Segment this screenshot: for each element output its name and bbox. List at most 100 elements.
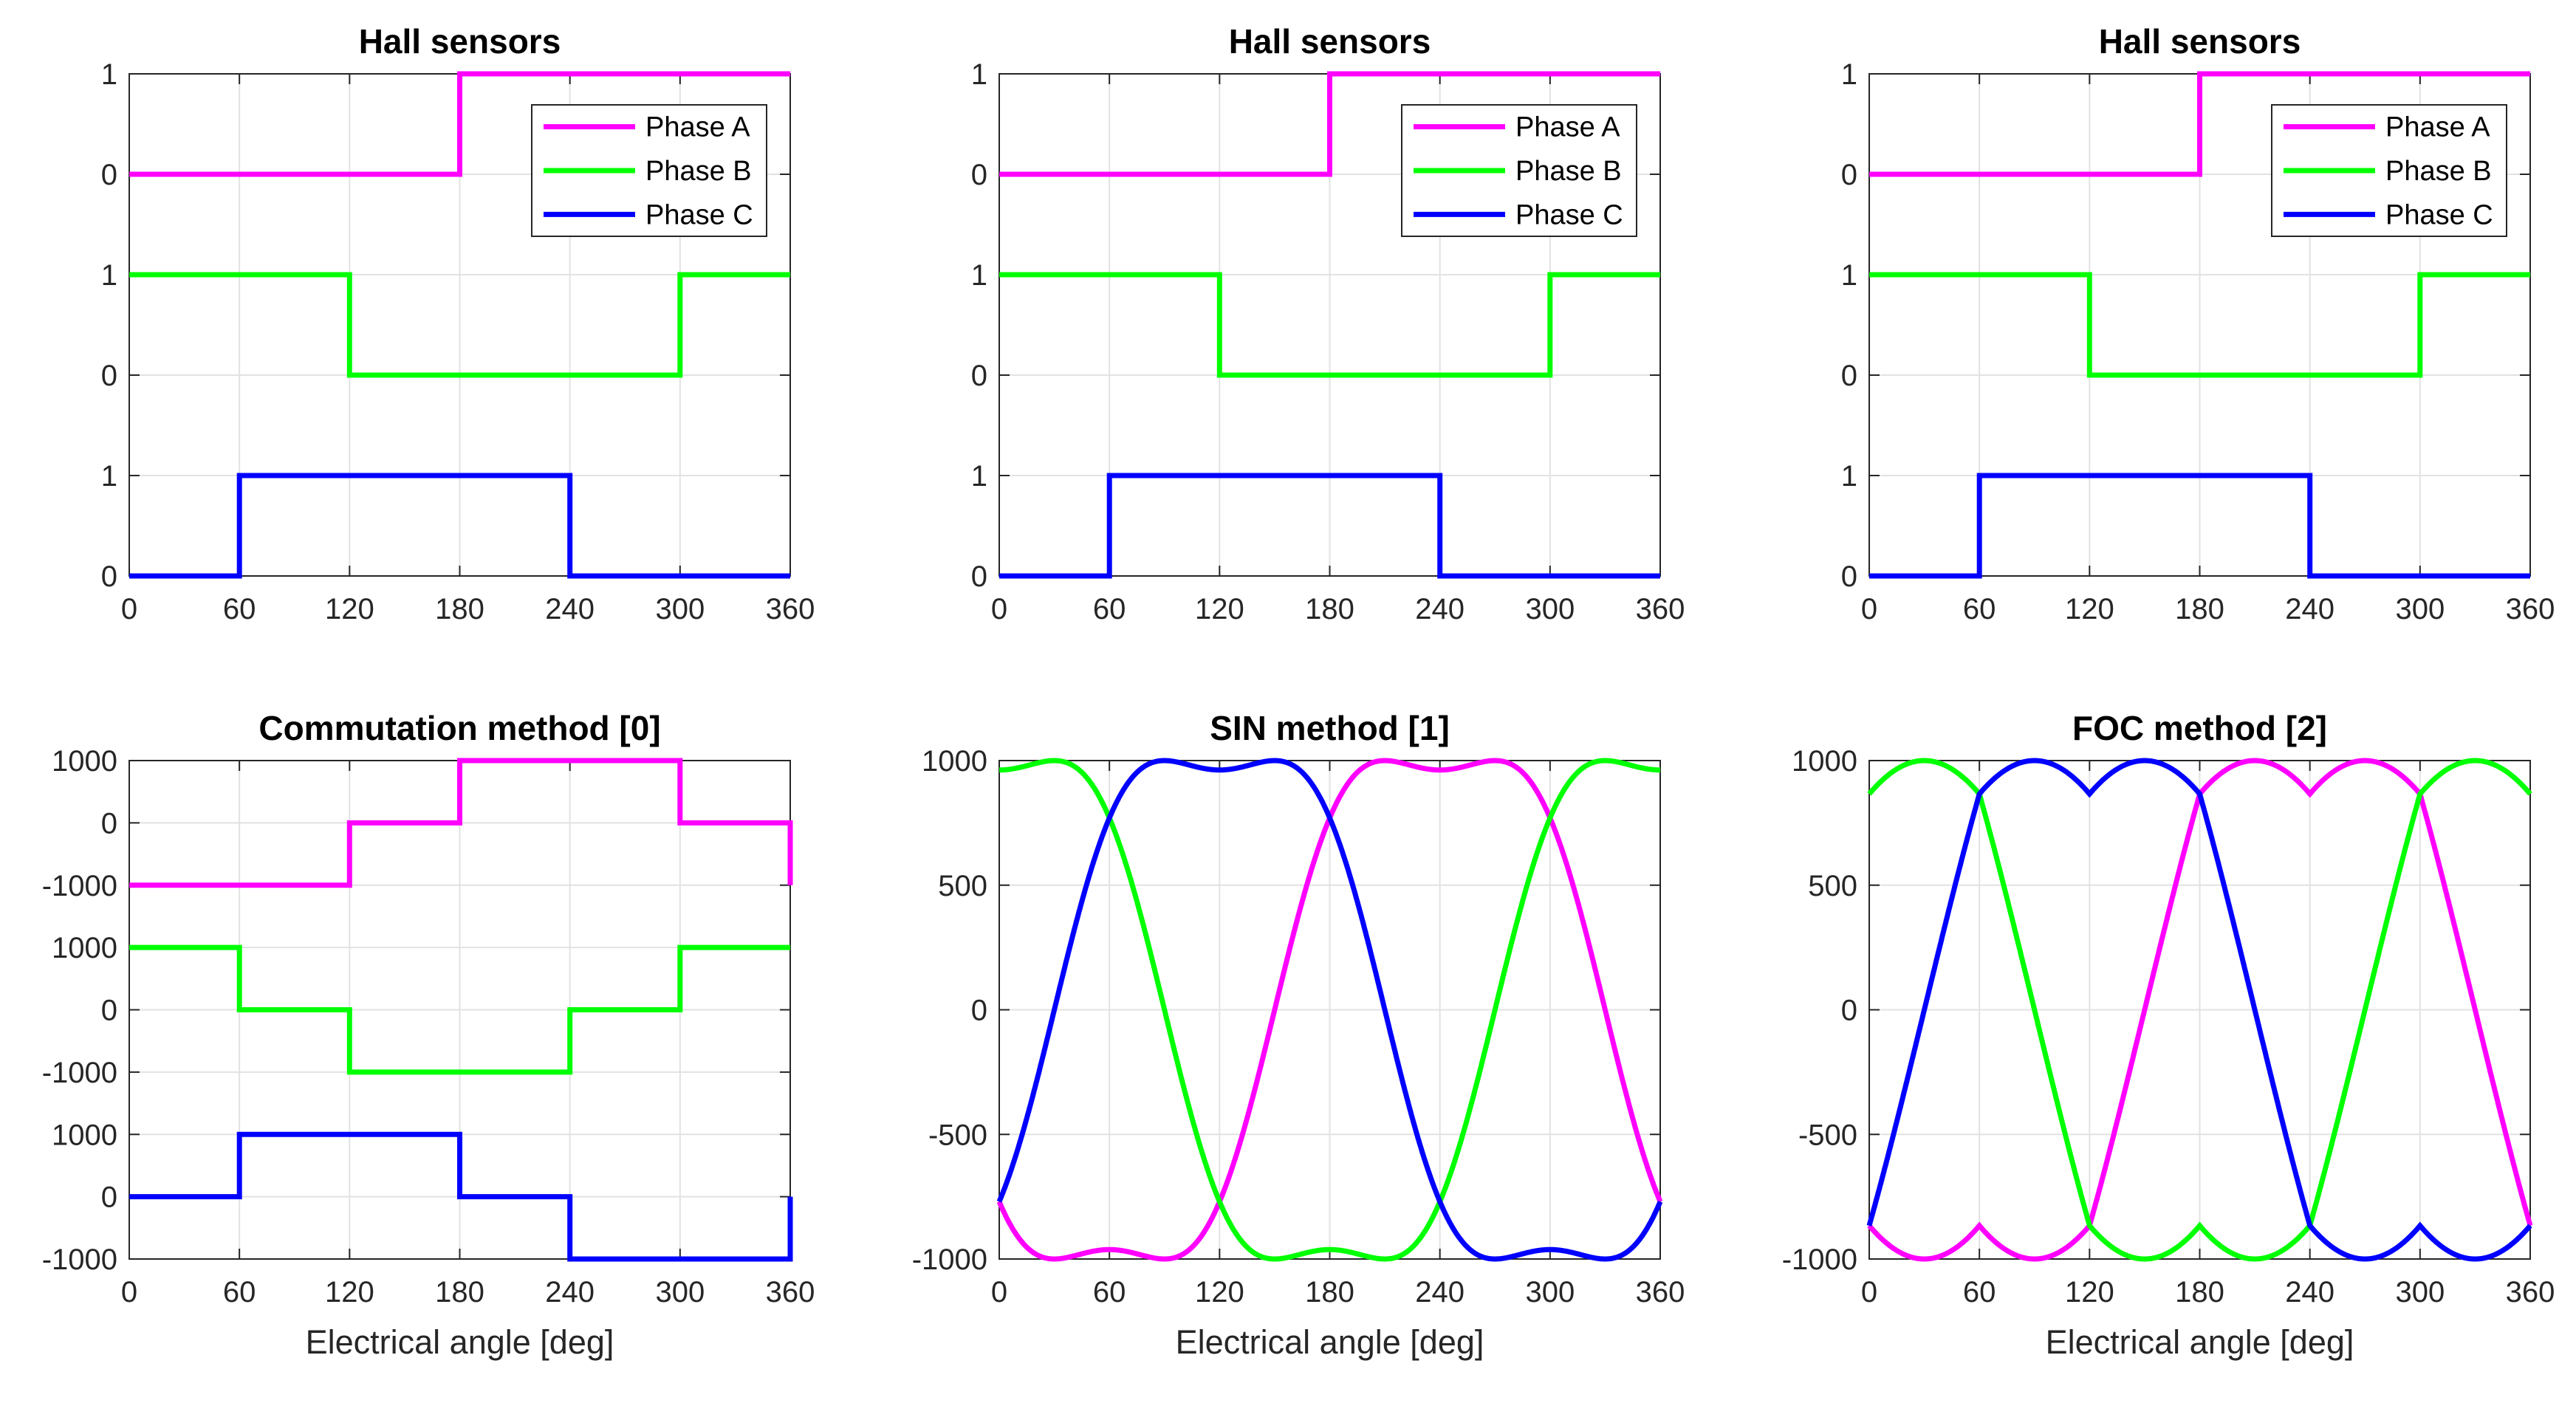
y-tick-label: 0 <box>1841 159 1857 191</box>
series-phase-c <box>1869 473 2530 579</box>
legend-label: Phase A <box>645 112 750 143</box>
y-tick-label: 0 <box>101 1181 117 1214</box>
x-tick-label: 60 <box>1093 1276 1126 1308</box>
series-phase-c <box>129 1131 793 1262</box>
y-tick-label: 1000 <box>52 932 117 964</box>
series-phase-b <box>1869 272 2530 378</box>
legend-label: Phase C <box>2385 199 2493 230</box>
y-tick-label: 1 <box>101 259 117 292</box>
y-tick-label: 1 <box>101 58 117 91</box>
y-tick-label: 1 <box>101 460 117 493</box>
legend-label: Phase B <box>2385 156 2492 187</box>
y-tick-label: 500 <box>1808 870 1857 902</box>
x-tick-label: 60 <box>223 593 256 625</box>
y-tick-label: 1000 <box>922 745 987 778</box>
x-tick-label: 0 <box>991 1276 1007 1308</box>
y-tick-label: -1000 <box>42 1244 117 1276</box>
series-phase-b <box>129 272 790 378</box>
x-tick-label: 120 <box>325 593 374 625</box>
legend-label: Phase A <box>2385 112 2490 143</box>
chart-2: Phase A Phase B Phase C Hall sensors 0 60 120 1… <box>1841 22 2555 625</box>
series-phase-a <box>1869 71 2530 177</box>
y-tick-label: -1000 <box>912 1244 987 1276</box>
chart-title: Hall sensors <box>1229 22 1431 61</box>
y-tick-label: 0 <box>101 995 117 1027</box>
x-tick-label: 60 <box>223 1276 256 1308</box>
x-tick-label: 360 <box>2506 593 2555 625</box>
y-tick-label: -1000 <box>42 870 117 902</box>
x-tick-label: 180 <box>1305 1276 1354 1308</box>
y-tick-label: 1 <box>971 58 987 91</box>
x-axis-label: Electrical angle [deg] <box>306 1323 614 1361</box>
x-axis-label: Electrical angle [deg] <box>1176 1323 1484 1361</box>
x-tick-label: 0 <box>991 593 1007 625</box>
legend-label: Phase A <box>1515 112 1620 143</box>
x-tick-label: 180 <box>2175 593 2224 625</box>
series-phase-b <box>129 944 790 1075</box>
x-tick-label: 360 <box>1636 1276 1685 1308</box>
x-tick-label: 300 <box>2395 1276 2445 1308</box>
x-tick-label: 0 <box>121 1276 137 1308</box>
x-tick-label: 360 <box>766 1276 815 1308</box>
legend-label: Phase C <box>1515 199 1623 230</box>
y-tick-label: 0 <box>101 807 117 840</box>
y-tick-label: 0 <box>971 560 987 593</box>
x-tick-label: 300 <box>1525 1276 1575 1308</box>
x-tick-label: 360 <box>1636 593 1685 625</box>
y-tick-label: -500 <box>928 1119 987 1151</box>
x-tick-label: 120 <box>2065 1276 2114 1308</box>
y-tick-label: 1 <box>1841 460 1857 493</box>
x-tick-label: 120 <box>325 1276 374 1308</box>
series-phase-b <box>999 272 1660 378</box>
y-tick-label: 0 <box>101 360 117 392</box>
x-tick-label: 60 <box>1093 593 1126 625</box>
y-tick-label: 0 <box>101 560 117 593</box>
chart-1: Phase A Phase B Phase C Hall sensors 0 60 120 1… <box>971 22 1685 625</box>
x-tick-label: 60 <box>1963 593 1996 625</box>
chart-3: Commutation method [0] 0 60 120 180 240 300 360… <box>42 709 815 1361</box>
chart-title: Commutation method [0] <box>258 709 660 747</box>
x-tick-label: 300 <box>1525 593 1575 625</box>
series-phase-c <box>996 758 1663 1262</box>
y-tick-label: 0 <box>971 995 987 1027</box>
x-tick-label: 240 <box>2285 593 2334 625</box>
x-tick-label: 0 <box>1861 593 1877 625</box>
x-tick-label: 360 <box>766 593 815 625</box>
x-tick-label: 360 <box>2506 1276 2555 1308</box>
chart-5: FOC method [2] 0 60 120 180 240 300 360 -1000 -50… <box>1782 709 2555 1361</box>
x-tick-label: 300 <box>655 593 705 625</box>
x-tick-label: 240 <box>1415 593 1465 625</box>
chart-4: SIN method [1] 0 60 120 180 240 300 360 -1000 -50… <box>912 709 1685 1361</box>
chart-title: Hall sensors <box>359 22 561 61</box>
series-phase-c <box>999 473 1660 579</box>
x-tick-label: 240 <box>2285 1276 2334 1308</box>
chart-title: FOC method [2] <box>2072 709 2327 747</box>
chart-title: SIN method [1] <box>1210 709 1450 747</box>
y-tick-label: 0 <box>1841 360 1857 392</box>
x-tick-label: 240 <box>545 593 595 625</box>
x-tick-label: 120 <box>1195 593 1244 625</box>
x-tick-label: 300 <box>2395 593 2445 625</box>
y-tick-label: 1 <box>971 259 987 292</box>
x-tick-label: 240 <box>545 1276 595 1308</box>
y-tick-label: 0 <box>1841 995 1857 1027</box>
series-phase-a <box>129 71 790 177</box>
y-tick-label: -500 <box>1798 1119 1857 1151</box>
y-tick-label: 0 <box>971 360 987 392</box>
y-tick-label: 0 <box>1841 560 1857 593</box>
y-tick-label: 1000 <box>52 745 117 778</box>
legend-label: Phase B <box>1515 156 1622 187</box>
chart-title: Hall sensors <box>2099 22 2301 61</box>
y-tick-label: 1 <box>1841 259 1857 292</box>
legend-label: Phase B <box>645 156 752 187</box>
x-tick-label: 120 <box>1195 1276 1244 1308</box>
y-tick-label: 1000 <box>52 1119 117 1151</box>
x-tick-label: 0 <box>121 593 137 625</box>
y-tick-label: 500 <box>938 870 987 902</box>
x-tick-label: 60 <box>1963 1276 1996 1308</box>
legend-label: Phase C <box>645 199 753 230</box>
y-tick-label: 1 <box>971 460 987 493</box>
series-phase-a <box>999 71 1660 177</box>
